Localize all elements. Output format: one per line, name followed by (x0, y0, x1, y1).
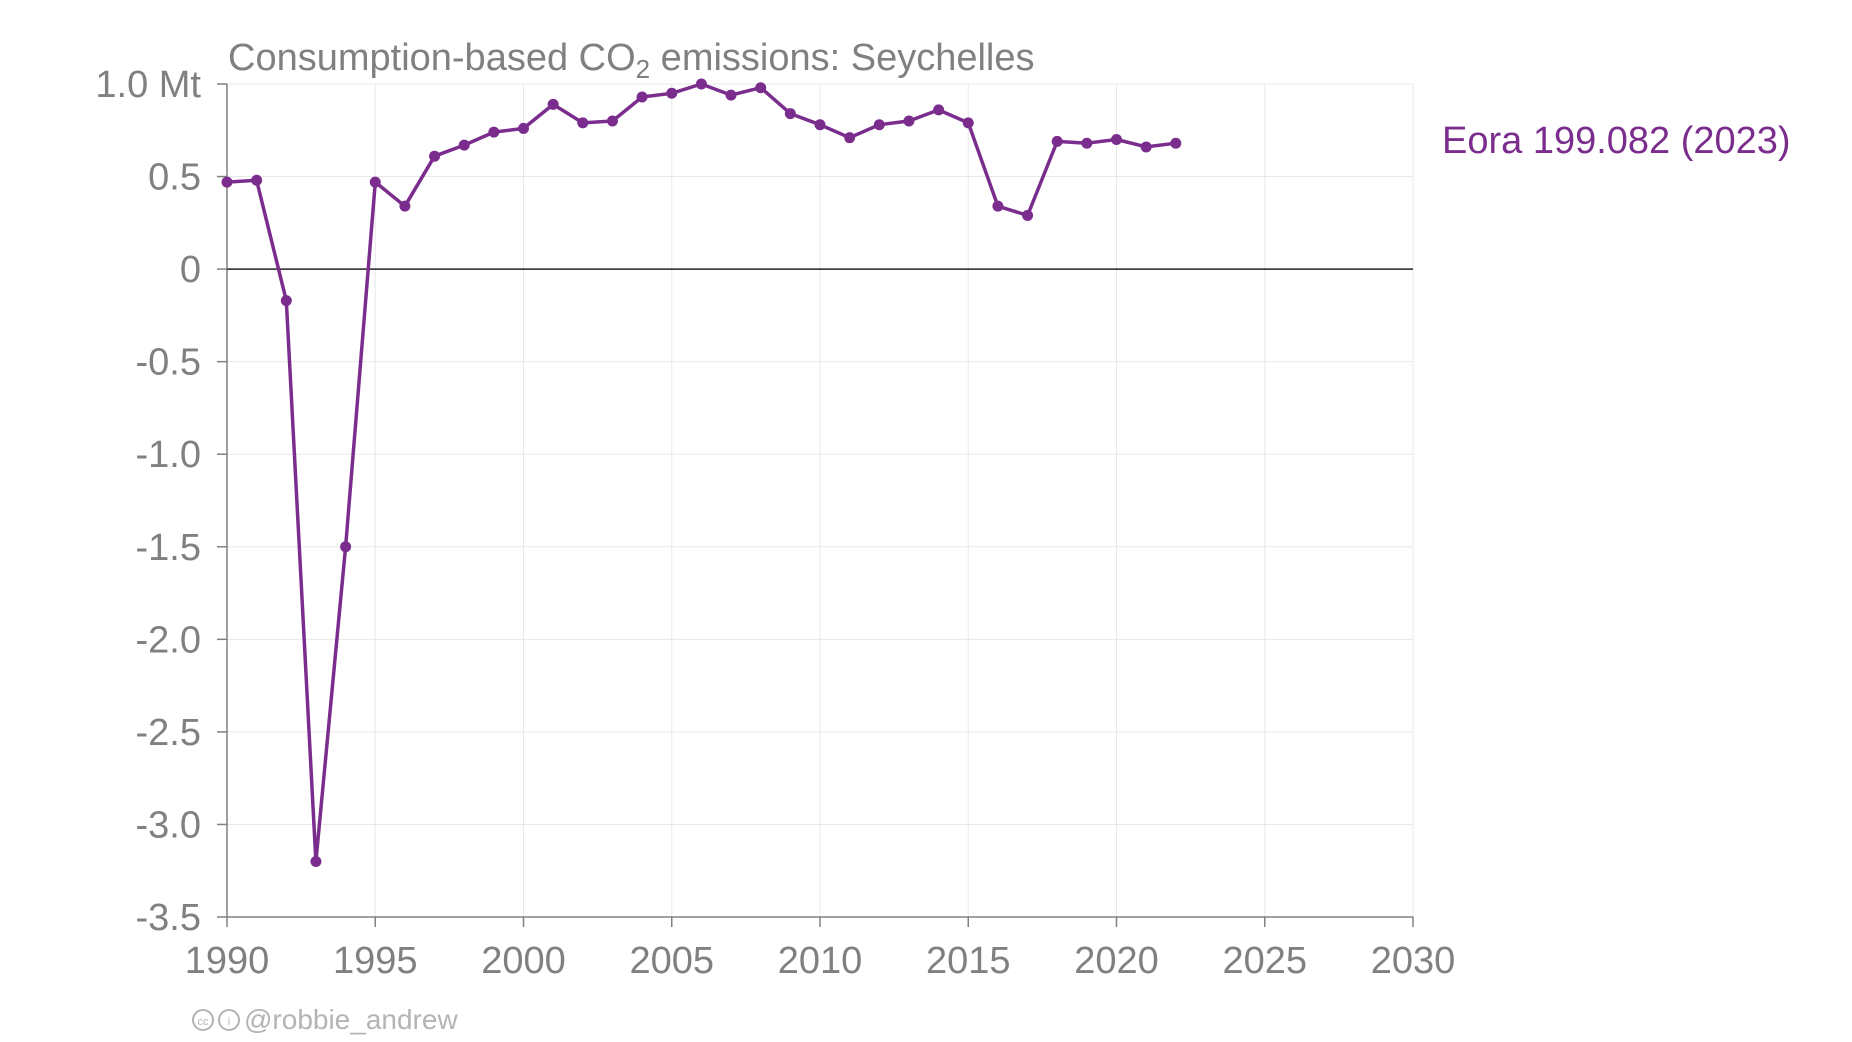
y-tick-label: -2.0 (136, 619, 201, 661)
y-tick-label: -3.5 (136, 897, 201, 939)
data-point (814, 119, 826, 131)
data-point (547, 98, 559, 110)
data-point (1140, 141, 1152, 153)
data-point (873, 119, 885, 131)
data-point (695, 78, 707, 90)
data-point (636, 91, 648, 103)
credit-handle: @robbie_andrew (244, 1004, 458, 1035)
data-point (606, 115, 618, 127)
data-point (399, 200, 411, 212)
data-point (1111, 134, 1122, 146)
series-line (226, 82, 1177, 864)
y-tick-label: -0.5 (136, 342, 201, 384)
data-point (962, 117, 974, 129)
data-point (933, 104, 945, 116)
y-tick-label: 0.5 (148, 157, 201, 199)
axes (217, 83, 1414, 927)
attribution-icon: i (218, 1009, 240, 1031)
y-tick-label: 0 (180, 249, 201, 291)
data-point (340, 541, 352, 553)
data-point (429, 150, 441, 162)
data-point (903, 115, 915, 127)
y-tick-label: 1.0 Mt (95, 64, 201, 106)
x-tick-label: 1990 (185, 940, 270, 982)
x-tick-label: 2010 (778, 940, 863, 982)
x-tick-label: 2030 (1371, 940, 1456, 982)
data-point (755, 82, 767, 94)
data-point (221, 176, 233, 188)
x-tick-label: 2005 (629, 940, 714, 982)
credit: cc i @robbie_andrew (192, 1004, 458, 1036)
data-point (1051, 135, 1063, 147)
data-point (251, 174, 263, 186)
gridlines (227, 83, 1414, 918)
data-point (1170, 137, 1182, 149)
data-point (784, 108, 796, 120)
data-point (844, 132, 856, 144)
data-point (992, 200, 1004, 212)
data-point (518, 122, 529, 134)
cc-icon: cc (192, 1009, 214, 1031)
y-tick-label: -1.5 (136, 527, 201, 569)
y-tick-label: -2.5 (136, 712, 201, 754)
data-point (666, 87, 678, 99)
data-point (577, 117, 589, 129)
data-point (725, 89, 737, 101)
series-label-eora: Eora 199.082 (2023) (1442, 120, 1791, 162)
data-point (1022, 209, 1034, 221)
y-tick-label: -1.0 (136, 434, 201, 476)
data-point (1081, 137, 1093, 149)
x-tick-labels: 1990 1995 2000 2005 2010 2015 2020 2025 2030 (185, 940, 1456, 982)
x-tick-label: 1995 (333, 940, 418, 982)
data-point (310, 855, 322, 867)
x-tick-label: 2025 (1222, 940, 1307, 982)
x-tick-label: 2000 (481, 940, 566, 982)
data-point (488, 126, 500, 138)
x-tick-label: 2015 (926, 940, 1011, 982)
data-point (458, 139, 470, 151)
chart-title: Consumption-based CO2 emissions: Seychel… (228, 37, 1035, 84)
x-tick-label: 2020 (1074, 940, 1159, 982)
data-point (369, 176, 381, 188)
series-group (221, 78, 1182, 867)
data-point (280, 295, 292, 307)
y-tick-label: -3.0 (136, 804, 201, 846)
y-tick-labels: 1.0 Mt 0.5 0 -0.5 -1.0 -1.5 -2.0 -2.5 -3.0 -3.5 (95, 64, 201, 939)
